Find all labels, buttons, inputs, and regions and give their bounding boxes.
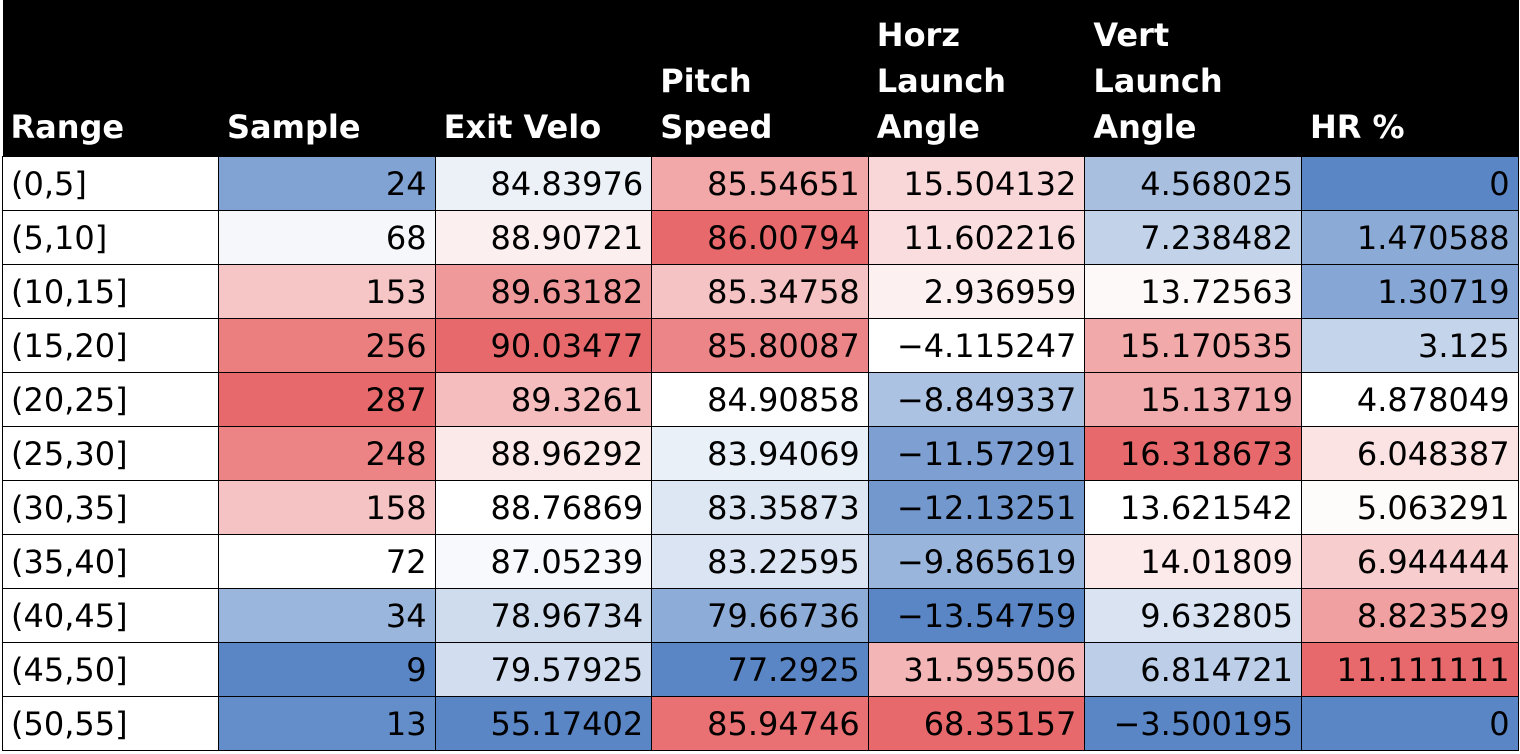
heatmap-cell: 15.504132 (867, 156, 1086, 211)
range-label: (0,5] (2, 156, 219, 211)
heatmap-cell: 2.936959 (867, 264, 1086, 319)
heatmap-cell: 90.03477 (434, 318, 653, 373)
header-row: Range Sample Exit Velo Pitch Speed Horz Laun… (2, 0, 1519, 157)
table-row: (30,35] 158 88.76869 83.35873 −12.13251 13.62… (2, 480, 1519, 535)
heatmap-cell: 14.01809 (1084, 534, 1302, 589)
range-label: (5,10] (2, 210, 219, 265)
heatmap-cell: 9 (218, 642, 436, 697)
range-label: (45,50] (2, 642, 219, 697)
heatmap-cell: 9.632805 (1084, 588, 1302, 643)
heatmap-cell: 1.30719 (1300, 264, 1519, 319)
heatmap-cell: 84.83976 (434, 156, 653, 211)
heatmap-cell: 85.80087 (651, 318, 869, 373)
heatmap-cell: 5.063291 (1300, 480, 1519, 535)
heatmap-cell: −13.54759 (867, 588, 1086, 643)
heatmap-cell: 78.96734 (434, 588, 653, 643)
table-body: (0,5] 24 84.83976 85.54651 15.504132 4.568025… (2, 156, 1519, 751)
heatmap-cell: 79.57925 (434, 642, 653, 697)
heatmap-cell: 15.170535 (1084, 318, 1302, 373)
table-row: (10,15] 153 89.63182 85.34758 2.936959 13.725… (2, 264, 1519, 319)
heatmap-cell: 83.35873 (651, 480, 869, 535)
column-header: Horz Launch Angle (868, 0, 1086, 157)
range-label: (50,55] (2, 696, 219, 751)
range-label: (40,45] (2, 588, 219, 643)
heatmap-cell: 11.111111 (1300, 642, 1519, 697)
heatmap-cell: 89.3261 (434, 372, 653, 427)
heatmap-cell: 83.22595 (651, 534, 869, 589)
heatmap-cell: 89.63182 (434, 264, 653, 319)
heatmap-cell: 85.34758 (651, 264, 869, 319)
heatmap-cell: 248 (218, 426, 436, 481)
table-row: (25,30] 248 88.96292 83.94069 −11.57291 16.31… (2, 426, 1519, 481)
heatmap-cell: 31.595506 (867, 642, 1086, 697)
heatmap-cell: 6.814721 (1084, 642, 1302, 697)
heatmap-cell: 79.66736 (651, 588, 869, 643)
heatmap-cell: 84.90858 (651, 372, 869, 427)
column-header: HR % (1301, 0, 1519, 157)
heatmap-cell: 0 (1300, 156, 1519, 211)
heatmap-cell: 86.00794 (651, 210, 869, 265)
heatmap-cell: 24 (218, 156, 436, 211)
table-header: Range Sample Exit Velo Pitch Speed Horz Laun… (2, 0, 1519, 157)
heatmap-cell: −8.849337 (867, 372, 1086, 427)
heatmap-cell: 11.602216 (867, 210, 1086, 265)
table-row: (50,55] 13 55.17402 85.94746 68.35157 −3.5001… (2, 696, 1519, 751)
heatmap-cell: 0 (1300, 696, 1519, 751)
column-header: Range (2, 0, 219, 157)
heatmap-cell: 4.568025 (1084, 156, 1302, 211)
table-row: (45,50] 9 79.57925 77.2925 31.595506 6.814721… (2, 642, 1519, 697)
heatmap-cell: 88.90721 (434, 210, 653, 265)
heatmap-cell: 13 (218, 696, 436, 751)
heatmap-cell: 85.54651 (651, 156, 869, 211)
heatmap-cell: 8.823529 (1300, 588, 1519, 643)
heatmap-cell: 87.05239 (434, 534, 653, 589)
heatmap-cell: −4.115247 (867, 318, 1086, 373)
range-label: (25,30] (2, 426, 219, 481)
table-row: (0,5] 24 84.83976 85.54651 15.504132 4.568025… (2, 156, 1519, 211)
heatmap-cell: 72 (218, 534, 436, 589)
heatmap-cell: −9.865619 (867, 534, 1086, 589)
column-header: Pitch Speed (651, 0, 869, 157)
range-label: (10,15] (2, 264, 219, 319)
heatmap-cell: −11.57291 (867, 426, 1086, 481)
table-row: (40,45] 34 78.96734 79.66736 −13.54759 9.6328… (2, 588, 1519, 643)
range-label: (20,25] (2, 372, 219, 427)
heatmap-cell: 153 (218, 264, 436, 319)
column-header: Vert Launch Angle (1084, 0, 1302, 157)
heatmap-cell: 6.048387 (1300, 426, 1519, 481)
heatmap-cell: 34 (218, 588, 436, 643)
table-row: (35,40] 72 87.05239 83.22595 −9.865619 14.018… (2, 534, 1519, 589)
heatmap-cell: 13.621542 (1084, 480, 1302, 535)
heatmap-cell: −12.13251 (867, 480, 1086, 535)
range-label: (30,35] (2, 480, 219, 535)
heatmap-cell: 68 (218, 210, 436, 265)
heatmap-cell: 88.96292 (434, 426, 653, 481)
heatmap-cell: 15.13719 (1084, 372, 1302, 427)
column-header: Exit Velo (435, 0, 653, 157)
range-label: (35,40] (2, 534, 219, 589)
heatmap-cell: 287 (218, 372, 436, 427)
heatmap-cell: 55.17402 (434, 696, 653, 751)
heatmap-cell: 158 (218, 480, 436, 535)
heatmap-cell: 4.878049 (1300, 372, 1519, 427)
range-label: (15,20] (2, 318, 219, 373)
heatmap-cell: 16.318673 (1084, 426, 1302, 481)
heatmap-cell: 85.94746 (651, 696, 869, 751)
heatmap-cell: 77.2925 (651, 642, 869, 697)
heatmap-cell: 68.35157 (867, 696, 1086, 751)
heatmap-cell: 6.944444 (1300, 534, 1519, 589)
heatmap-cell: −3.500195 (1084, 696, 1302, 751)
heatmap-cell: 3.125 (1300, 318, 1519, 373)
heatmap-cell: 256 (218, 318, 436, 373)
column-header: Sample (218, 0, 436, 157)
heatmap-cell: 1.470588 (1300, 210, 1519, 265)
table-row: (20,25] 287 89.3261 84.90858 −8.849337 15.137… (2, 372, 1519, 427)
table-row: (15,20] 256 90.03477 85.80087 −4.115247 15.17… (2, 318, 1519, 373)
table-row: (5,10] 68 88.90721 86.00794 11.602216 7.23848… (2, 210, 1519, 265)
heatmap-cell: 83.94069 (651, 426, 869, 481)
heatmap-cell: 7.238482 (1084, 210, 1302, 265)
heatmap-cell: 13.72563 (1084, 264, 1302, 319)
heatmap-cell: 88.76869 (434, 480, 653, 535)
